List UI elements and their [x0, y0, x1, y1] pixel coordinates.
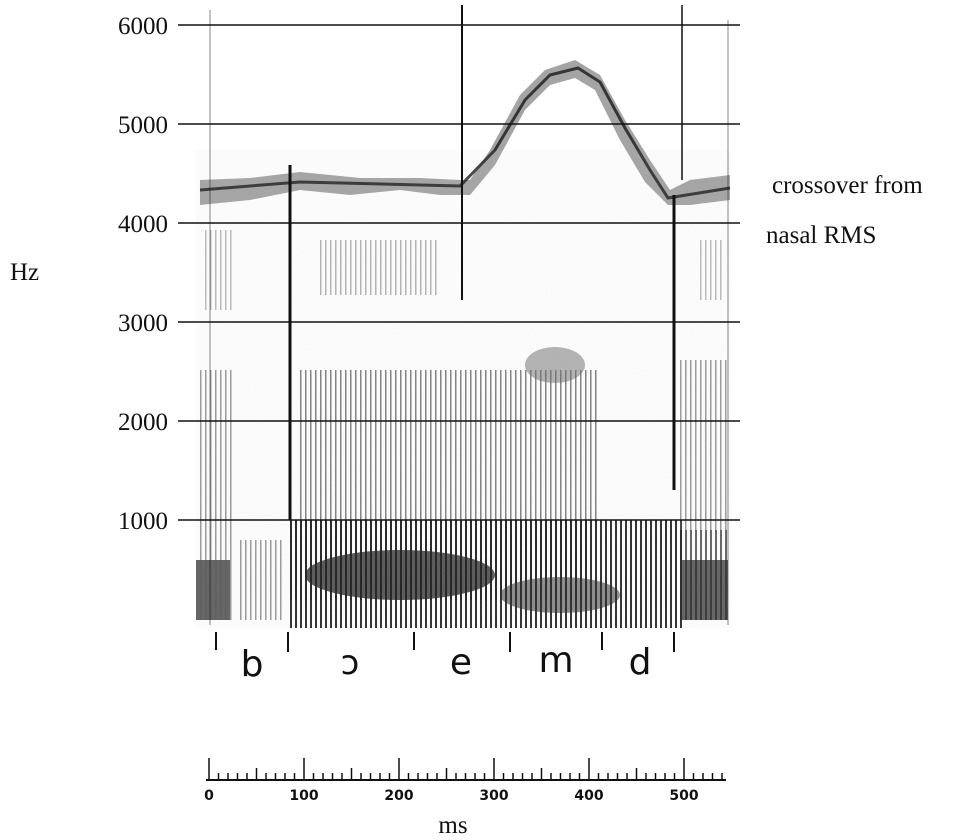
x-tick-100: 100 — [289, 788, 318, 804]
x-tick-200: 200 — [384, 788, 413, 804]
segment-boundaries — [209, 5, 729, 625]
x-tick-500: 500 — [669, 788, 698, 804]
x-tick-400: 400 — [574, 788, 603, 804]
segment-e: e — [450, 642, 472, 683]
y-axis: 6000 5000 4000 3000 2000 1000 Hz — [10, 13, 168, 535]
y-tick-1000: 1000 — [118, 508, 168, 535]
segment-labels: b ɔ e m d — [215, 632, 675, 685]
spectrogram-area — [196, 60, 731, 628]
y-tick-5000: 5000 — [118, 112, 168, 139]
y-tick-4000: 4000 — [118, 211, 168, 238]
x-tick-300: 300 — [479, 788, 508, 804]
frequency-gridlines — [178, 24, 740, 521]
x-tick-0: 0 — [204, 788, 214, 804]
segment-d: d — [629, 642, 652, 683]
y-tick-2000: 2000 — [118, 409, 168, 436]
time-ruler: 0 100 200 300 400 500 ms — [204, 758, 726, 839]
annotation-line-1: crossover from — [772, 172, 923, 199]
segment-b: b — [241, 644, 264, 685]
annotation-line-2: nasal RMS — [766, 222, 876, 249]
segment-open-o: ɔ — [341, 643, 360, 683]
y-axis-unit: Hz — [10, 259, 39, 286]
crossover-annotation: crossover from nasal RMS — [766, 172, 923, 249]
x-axis-unit: ms — [438, 812, 467, 839]
segment-m: m — [538, 640, 573, 681]
y-tick-6000: 6000 — [118, 13, 168, 40]
y-tick-3000: 3000 — [118, 310, 168, 337]
